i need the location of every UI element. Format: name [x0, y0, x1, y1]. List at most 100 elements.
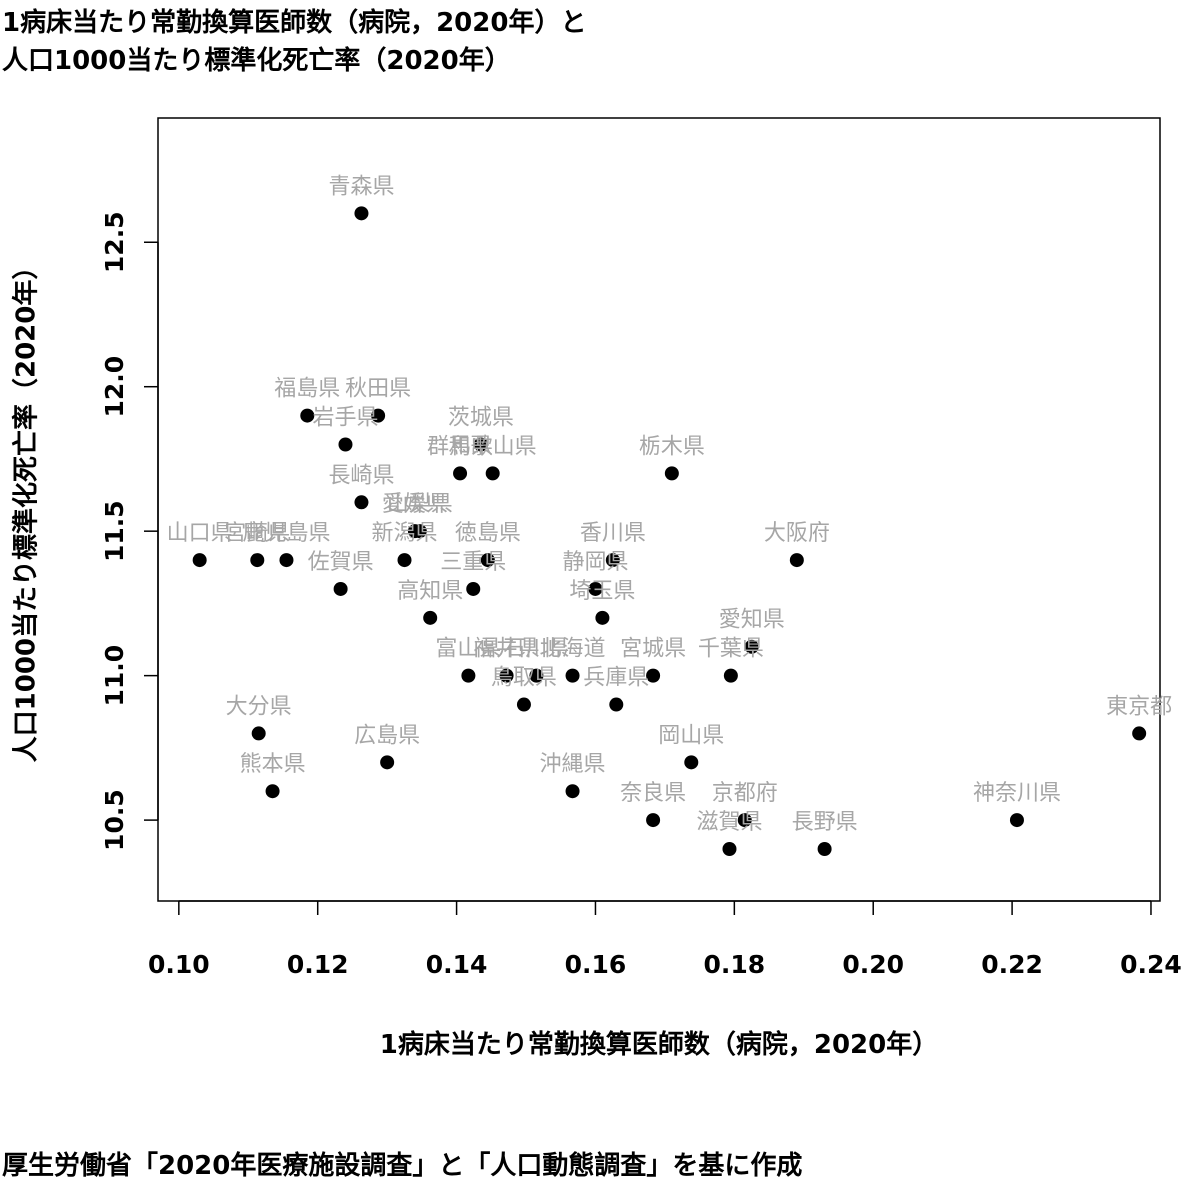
- data-point: [609, 697, 624, 712]
- x-tick-label: 0.12: [287, 950, 349, 979]
- point-label: 岩手県: [312, 405, 378, 430]
- x-axis: 0.10 0.12 0.14 0.16 0.18 0.20 0.22 0.24: [148, 900, 1182, 979]
- point-label: 埼玉県: [569, 579, 635, 604]
- y-axis-label: 人口1000当たり標準化死亡率（2020年）: [11, 253, 42, 763]
- data-point: [529, 668, 544, 683]
- point-label: 徳島県: [455, 521, 521, 546]
- point-label: 秋田県: [345, 377, 411, 402]
- data-point: [300, 408, 315, 423]
- x-tick-label: 0.24: [1120, 950, 1182, 979]
- data-point: [466, 581, 481, 596]
- point-label: 和歌山県: [449, 434, 537, 459]
- data-point: [499, 668, 514, 683]
- point-label: 滋賀県: [696, 810, 762, 835]
- data-point: [565, 784, 580, 799]
- data-point: [250, 553, 265, 568]
- data-point: [1132, 726, 1147, 741]
- point-label: 三重県: [440, 550, 506, 575]
- data-point: [595, 610, 610, 625]
- point-label: 鳥取県: [491, 666, 557, 691]
- point-label: 千葉県: [698, 637, 764, 662]
- x-axis-label: 1病床当たり常勤換算医師数（病院，2020年）: [379, 1030, 939, 1060]
- point-label: 茨城県: [448, 405, 514, 430]
- point-label: 山梨県: [387, 492, 453, 517]
- point-label: 岡山県: [658, 723, 724, 748]
- chart-title-line-2: 人口1000当たり標準化死亡率（2020年）: [2, 46, 511, 76]
- x-tick-label: 0.14: [426, 950, 488, 979]
- data-point: [412, 524, 427, 539]
- data-point: [192, 553, 207, 568]
- data-point: [371, 408, 386, 423]
- data-point: [646, 813, 661, 828]
- point-label: 青森県: [328, 174, 394, 199]
- point-label: 栃木県: [639, 434, 705, 459]
- y-tick-label: 12.0: [100, 356, 129, 418]
- point-label: 沖縄県: [540, 752, 606, 777]
- data-point: [265, 784, 280, 799]
- data-point: [480, 553, 495, 568]
- data-point: [461, 668, 476, 683]
- point-label: 高知県: [397, 579, 463, 604]
- y-tick-label: 10.5: [100, 789, 129, 851]
- data-point: [485, 466, 500, 481]
- data-points: [192, 206, 1147, 856]
- x-tick-label: 0.22: [981, 950, 1043, 979]
- point-label: 東京都: [1106, 694, 1172, 719]
- point-label: 石川県: [503, 637, 569, 662]
- point-label: 香川県: [580, 521, 646, 546]
- data-point: [354, 206, 369, 221]
- data-point: [354, 495, 369, 510]
- data-point: [737, 813, 752, 828]
- data-point: [789, 553, 804, 568]
- data-point: [251, 726, 266, 741]
- data-point: [1009, 813, 1024, 828]
- data-point: [723, 668, 738, 683]
- data-point: [397, 553, 412, 568]
- y-tick-label: 11.0: [100, 645, 129, 707]
- point-label: 宮城県: [620, 637, 686, 662]
- chart-title-line-1: 1病床当たり常勤換算医師数（病院，2020年）と: [2, 8, 587, 38]
- data-point: [588, 581, 603, 596]
- point-label: 北海道: [540, 637, 606, 662]
- data-point: [473, 437, 488, 452]
- point-label: 山口県: [167, 521, 233, 546]
- data-point: [565, 668, 580, 683]
- x-tick-label: 0.10: [148, 950, 210, 979]
- point-label: 群馬県: [427, 434, 493, 459]
- data-point: [423, 610, 438, 625]
- point-label: 新潟県: [371, 521, 437, 546]
- point-label: 富山県: [435, 637, 501, 662]
- point-label: 長野県: [792, 810, 858, 835]
- point-label: 鹿児島県: [242, 521, 330, 546]
- point-label: 広島県: [354, 723, 420, 748]
- data-point: [380, 755, 395, 770]
- x-tick-label: 0.16: [565, 950, 627, 979]
- point-label: 奈良県: [620, 781, 686, 806]
- point-label: 福島県: [274, 377, 340, 402]
- data-point: [516, 697, 531, 712]
- point-label: 宮崎県: [224, 521, 290, 546]
- point-label: 長崎県: [328, 463, 394, 488]
- point-label: 福井県: [474, 637, 540, 662]
- point-label: 愛媛県: [382, 492, 448, 517]
- point-label: 京都府: [712, 781, 778, 806]
- data-point: [605, 553, 620, 568]
- y-tick-label: 12.5: [100, 211, 129, 273]
- point-label: 佐賀県: [308, 550, 374, 575]
- point-label: 神奈川県: [973, 781, 1061, 806]
- data-point: [817, 841, 832, 856]
- data-point: [279, 553, 294, 568]
- x-tick-label: 0.20: [842, 950, 904, 979]
- data-point: [722, 841, 737, 856]
- data-point: [744, 639, 759, 654]
- data-point: [338, 437, 353, 452]
- y-tick-label: 11.5: [100, 500, 129, 562]
- chart-title: 1病床当たり常勤換算医師数（病院，2020年）と 人口1000当たり標準化死亡率…: [2, 4, 586, 80]
- point-label: 兵庫県: [583, 666, 649, 691]
- data-point: [646, 668, 661, 683]
- source-note: 厚生労働省「2020年医療施設調査」と「人口動態調査」を基に作成: [2, 1151, 803, 1181]
- data-point: [664, 466, 679, 481]
- data-point: [684, 755, 699, 770]
